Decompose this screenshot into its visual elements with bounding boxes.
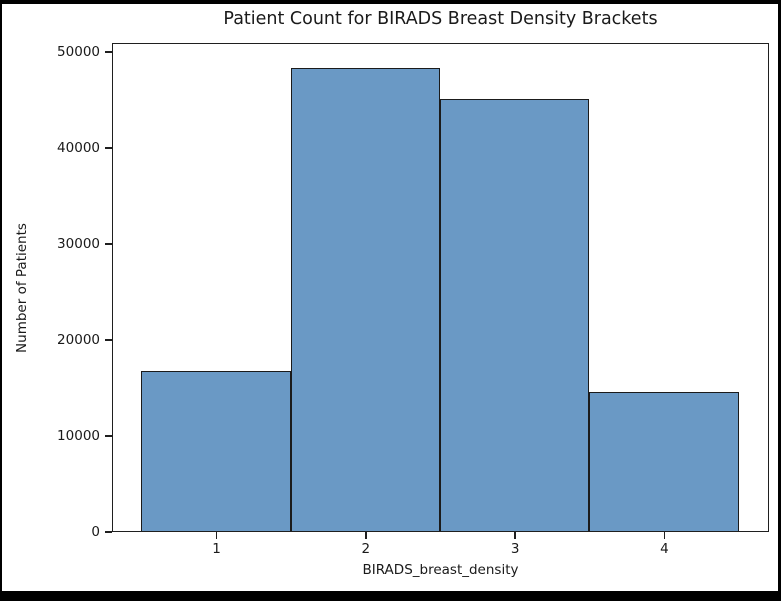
window-frame-right	[778, 0, 781, 601]
plot-area	[112, 43, 769, 532]
y-tick-mark	[105, 146, 112, 149]
x-axis-label: BIRADS_breast_density	[362, 562, 519, 578]
y-tick-mark	[105, 338, 112, 341]
y-tick-label: 20000	[57, 331, 100, 348]
window-frame-bottom	[0, 591, 781, 601]
x-tick-mark	[364, 532, 367, 539]
y-tick-mark	[105, 242, 112, 245]
y-tick-label: 30000	[57, 235, 100, 252]
bar-2	[290, 67, 440, 531]
y-tick-mark	[105, 50, 112, 53]
x-tick-label: 3	[510, 541, 520, 557]
window-frame-left	[0, 0, 2, 601]
y-tick-label: 40000	[57, 139, 100, 156]
chart-title: Patient Count for BIRADS Breast Density …	[223, 9, 658, 29]
y-tick-label: 0	[91, 524, 100, 540]
y-tick-mark	[105, 435, 112, 437]
window-frame-top	[0, 0, 781, 4]
x-tick-mark	[215, 532, 218, 539]
x-tick-mark	[663, 532, 666, 539]
y-tick-label: 50000	[57, 43, 100, 60]
bar-1	[141, 370, 291, 531]
x-tick-label: 2	[361, 541, 371, 557]
x-tick-label: 1	[212, 541, 221, 557]
bar-4	[589, 391, 739, 531]
x-tick-mark	[514, 532, 517, 539]
y-tick-mark	[105, 531, 112, 533]
y-tick-label: 10000	[57, 427, 100, 444]
x-tick-label: 4	[660, 541, 669, 557]
bar-3	[439, 98, 590, 531]
y-axis-label: Number of Patients	[14, 223, 30, 353]
